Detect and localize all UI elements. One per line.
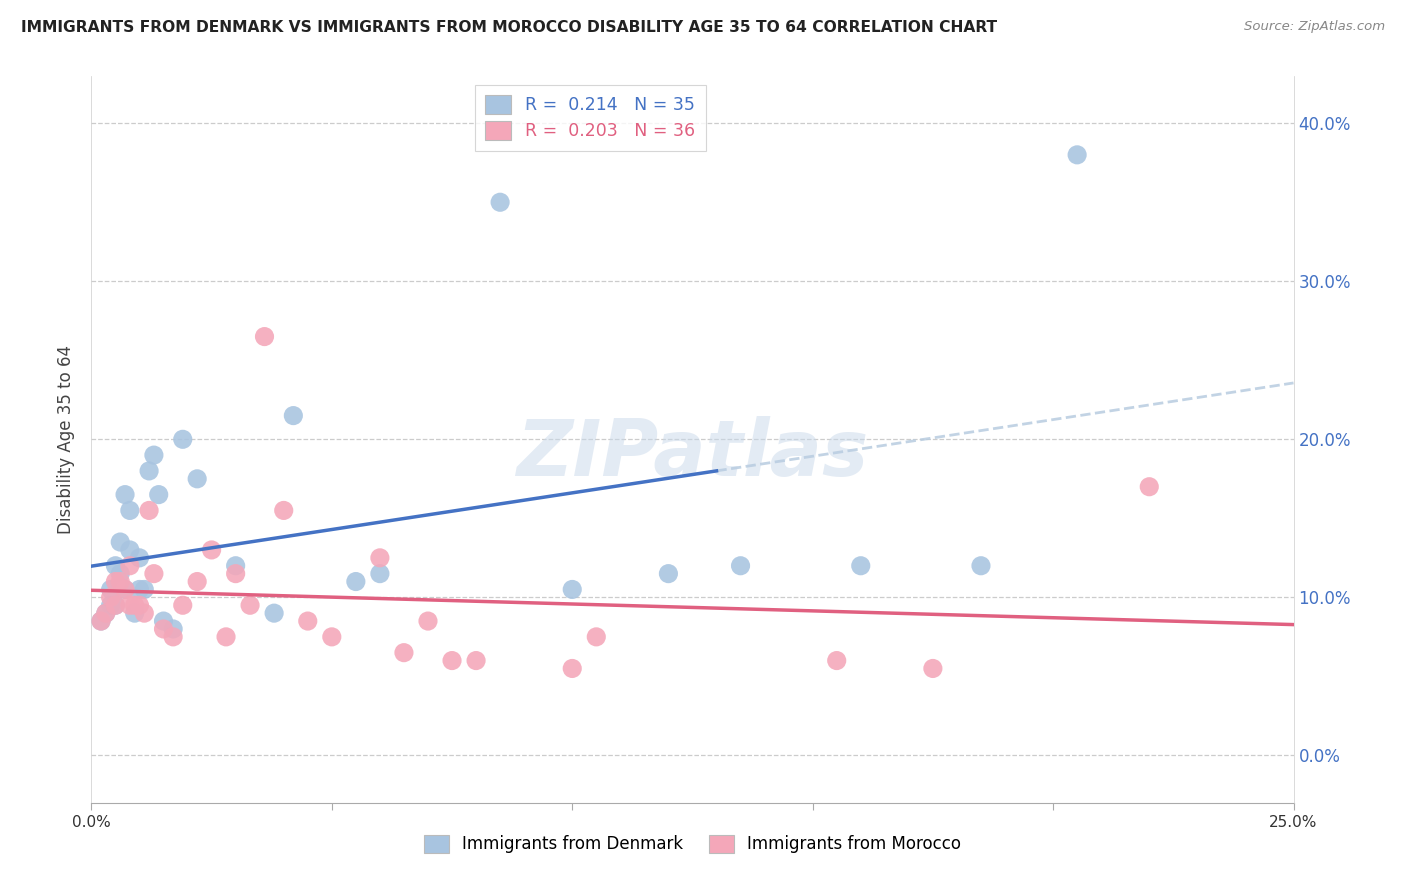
Point — [94, 606, 117, 620]
Point — [100, 599, 122, 613]
Point — [162, 630, 184, 644]
Point — [1137, 480, 1160, 494]
Point — [297, 614, 319, 628]
Point — [90, 614, 112, 628]
Point — [201, 543, 224, 558]
Point — [825, 654, 848, 668]
Point — [128, 599, 150, 613]
Point — [970, 558, 993, 573]
Point — [392, 646, 415, 660]
Point — [148, 488, 170, 502]
Point — [585, 630, 607, 644]
Point — [134, 582, 156, 597]
Point — [118, 543, 141, 558]
Point — [104, 574, 127, 589]
Point — [104, 599, 127, 613]
Point — [730, 558, 752, 573]
Point — [344, 574, 367, 589]
Point — [215, 630, 238, 644]
Point — [849, 558, 872, 573]
Point — [561, 661, 583, 675]
Point — [225, 566, 247, 581]
Point — [1066, 148, 1088, 162]
Point — [263, 606, 285, 620]
Point — [138, 464, 160, 478]
Point — [110, 574, 132, 589]
Point — [162, 622, 184, 636]
Point — [118, 558, 141, 573]
Point — [186, 472, 208, 486]
Text: IMMIGRANTS FROM DENMARK VS IMMIGRANTS FROM MOROCCO DISABILITY AGE 35 TO 64 CORRE: IMMIGRANTS FROM DENMARK VS IMMIGRANTS FR… — [21, 20, 997, 35]
Point — [561, 582, 583, 597]
Point — [104, 599, 127, 613]
Point — [94, 606, 117, 620]
Point — [118, 599, 141, 613]
Point — [172, 432, 194, 446]
Point — [186, 574, 208, 589]
Y-axis label: Disability Age 35 to 64: Disability Age 35 to 64 — [58, 345, 76, 533]
Point — [100, 591, 122, 605]
Point — [283, 409, 305, 423]
Point — [138, 503, 160, 517]
Point — [90, 614, 112, 628]
Point — [114, 582, 136, 597]
Point — [114, 582, 136, 597]
Point — [118, 503, 141, 517]
Point — [128, 582, 150, 597]
Point — [922, 661, 945, 675]
Text: Source: ZipAtlas.com: Source: ZipAtlas.com — [1244, 20, 1385, 33]
Point — [124, 606, 146, 620]
Point — [152, 614, 174, 628]
Point — [253, 329, 276, 343]
Point — [128, 550, 150, 565]
Point — [225, 558, 247, 573]
Point — [134, 606, 156, 620]
Point — [152, 622, 174, 636]
Point — [239, 599, 262, 613]
Point — [368, 566, 391, 581]
Point — [100, 582, 122, 597]
Point — [657, 566, 679, 581]
Point — [465, 654, 488, 668]
Point — [110, 535, 132, 549]
Point — [110, 566, 132, 581]
Text: ZIPatlas: ZIPatlas — [516, 416, 869, 491]
Point — [124, 599, 146, 613]
Point — [142, 566, 165, 581]
Point — [104, 558, 127, 573]
Point — [273, 503, 295, 517]
Point — [489, 195, 512, 210]
Point — [142, 448, 165, 462]
Point — [440, 654, 463, 668]
Point — [368, 550, 391, 565]
Point — [416, 614, 439, 628]
Legend: Immigrants from Denmark, Immigrants from Morocco: Immigrants from Denmark, Immigrants from… — [418, 828, 967, 860]
Point — [172, 599, 194, 613]
Point — [321, 630, 343, 644]
Point — [114, 488, 136, 502]
